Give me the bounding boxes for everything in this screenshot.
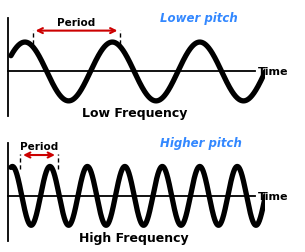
Text: Period: Period [57,17,96,27]
Text: Higher pitch: Higher pitch [160,136,242,149]
Text: Time: Time [257,191,288,201]
Text: Low Frequency: Low Frequency [81,107,187,120]
Text: Lower pitch: Lower pitch [160,12,238,25]
Text: Period: Period [20,141,58,151]
Text: Time: Time [257,67,288,77]
Text: High Frequency: High Frequency [79,231,189,244]
